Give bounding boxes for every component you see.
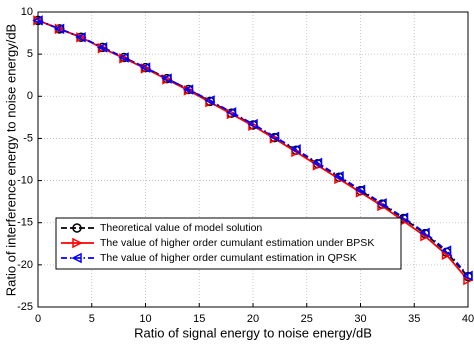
marker [377,200,388,212]
marker [204,95,215,106]
marker [53,23,65,35]
marker [247,118,258,130]
y-axis-label: Ratio of interference energy to noise en… [3,24,18,296]
x-tick-label: 0 [35,313,41,325]
marker [182,84,194,95]
legend-label: Theoretical value of model solution [100,222,262,234]
y-tick-label: -10 [17,174,33,186]
marker [333,171,344,182]
marker [269,133,281,144]
marker [75,32,86,43]
marker [225,107,237,118]
x-tick-label: 35 [408,313,420,325]
marker [290,144,301,155]
y-tick-label: -15 [17,217,33,229]
x-tick-label: 25 [301,313,313,325]
marker [162,74,173,85]
marker [419,227,430,239]
marker [440,245,452,256]
marker [226,108,238,120]
marker [354,184,366,196]
legend-label: The value of higher order cumulant estim… [100,252,357,264]
marker [397,212,409,223]
y-tick-label: 0 [27,90,33,102]
x-tick-label: 5 [89,313,95,325]
legend: Theoretical value of model solution The v… [55,217,402,270]
marker [161,73,172,84]
x-tick-label: 10 [139,313,151,325]
legend-marker [72,223,82,233]
x-tick-label: 20 [247,313,259,325]
y-tick-label: 5 [27,48,33,60]
y-tick-label: -5 [23,132,33,144]
marker [462,270,473,282]
y-tick-label: 10 [21,6,33,18]
y-tick-label: -20 [17,259,33,271]
legend-marker [72,237,83,249]
x-axis-label: Ratio of signal energy to noise energy/d… [134,325,372,340]
marker [118,52,129,63]
marker [119,53,130,64]
series-line [37,19,469,277]
x-tick-label: 40 [462,313,474,325]
legend-box [55,217,402,270]
marker [268,131,280,142]
legend-label: The value of higher order cumulant estim… [100,237,374,249]
marker [311,157,323,169]
x-tick-label: 30 [354,313,366,325]
marker [376,198,387,209]
marker [32,15,43,26]
marker [139,62,151,73]
marker [183,85,195,96]
x-tick-label: 15 [193,313,205,325]
legend-marker [71,252,82,264]
y-tick-label: -25 [17,301,33,313]
marker [97,43,109,54]
marker [96,42,108,53]
marker [140,63,152,74]
plot-frame [37,11,469,308]
